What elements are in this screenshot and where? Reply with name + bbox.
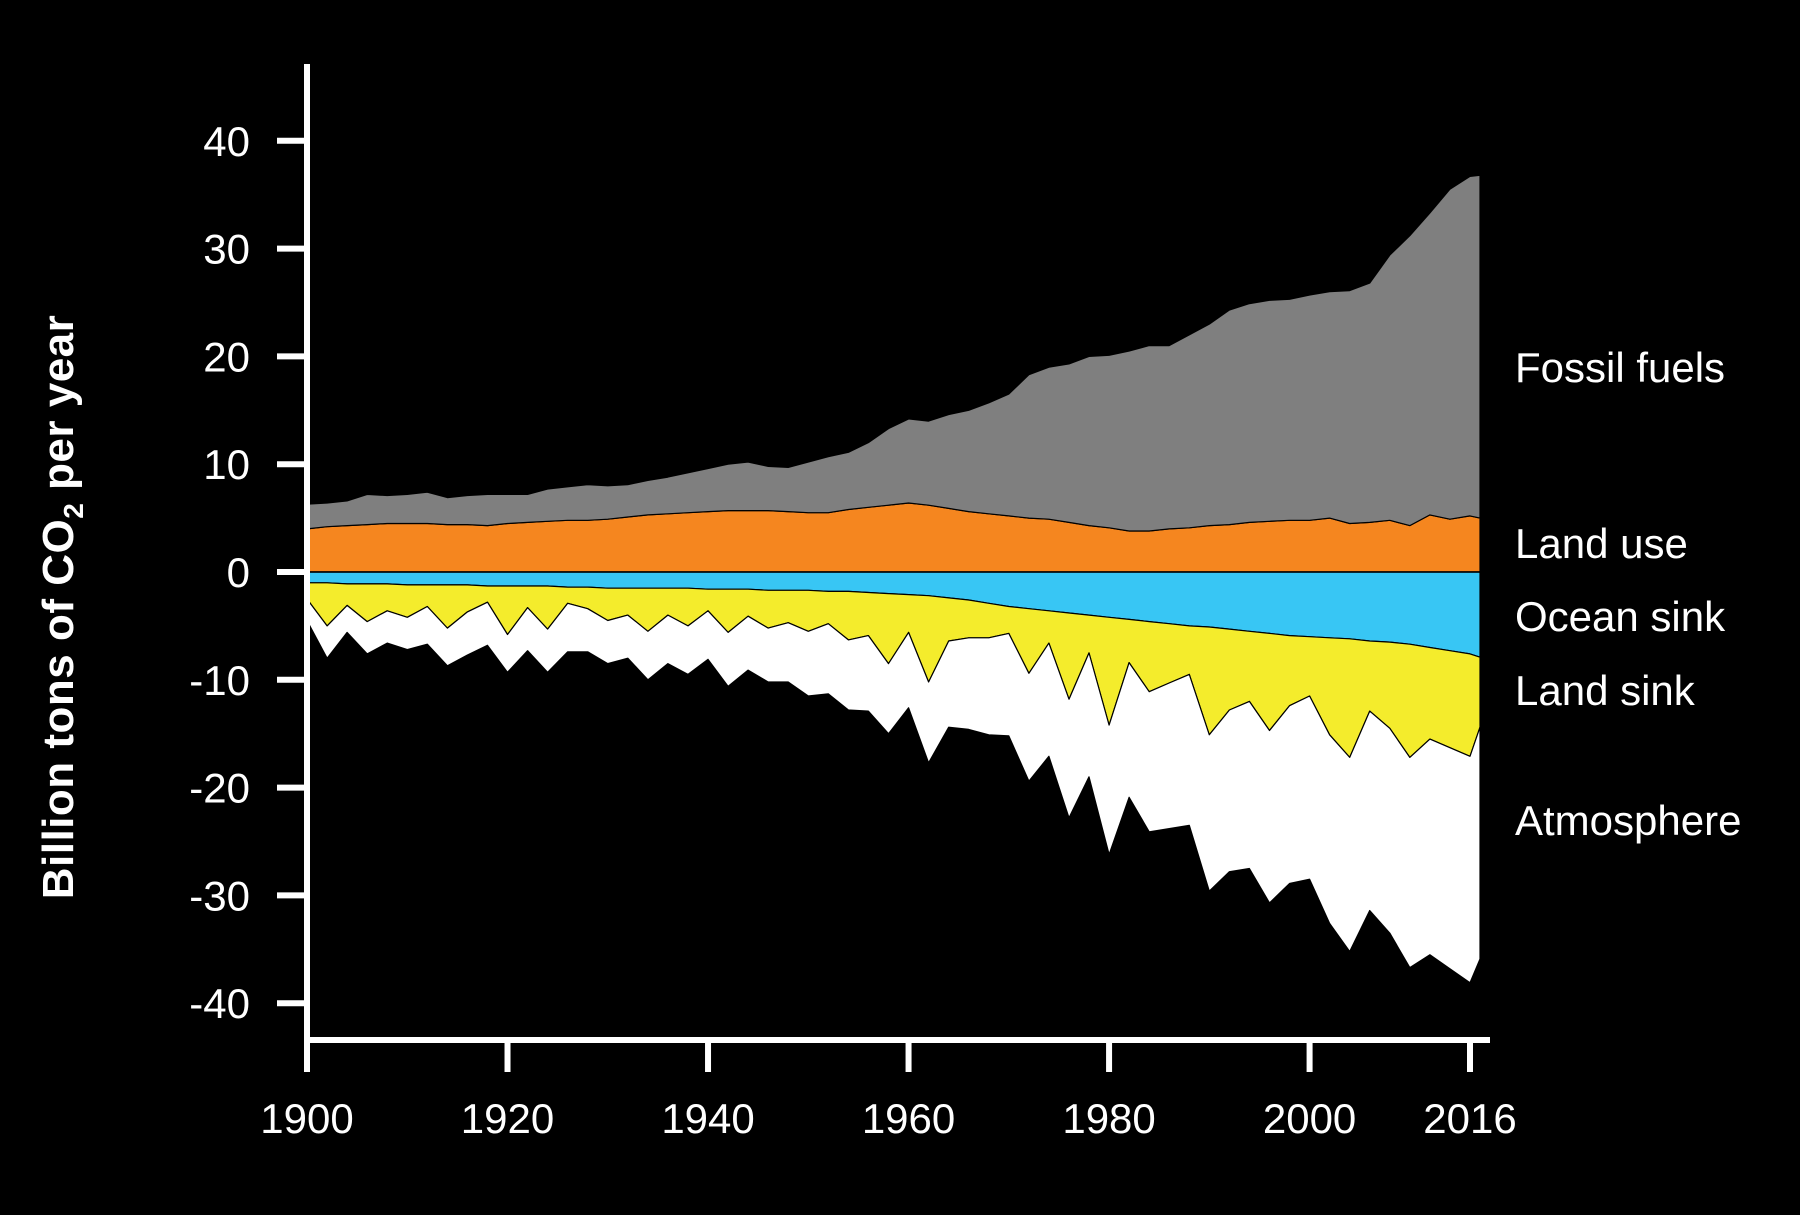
series-label-fossil-fuels: Fossil fuels [1515, 344, 1725, 391]
x-tick-label: 1920 [461, 1095, 554, 1142]
x-tick-label: 1900 [260, 1095, 353, 1142]
series-label-ocean-sink: Ocean sink [1515, 593, 1726, 640]
y-tick-label: 40 [203, 118, 250, 165]
y-axis-label: Billion tons of CO2 per year [34, 315, 90, 900]
area-atmosphere [306, 598, 1481, 984]
x-tick-label: 1940 [661, 1095, 754, 1142]
area-fossil-fuels [306, 174, 1481, 532]
x-tick-label: 1980 [1062, 1095, 1155, 1142]
series-label-atmosphere: Atmosphere [1515, 797, 1741, 844]
y-axis-label-main: Billion tons of CO [34, 518, 84, 900]
y-tick-label: 10 [203, 441, 250, 488]
x-tick-label: 1960 [862, 1095, 955, 1142]
y-tick-label: 20 [203, 333, 250, 380]
x-tick-label: 2016 [1423, 1095, 1516, 1142]
y-tick-label: -10 [189, 657, 250, 704]
y-tick-label: 0 [227, 549, 250, 596]
y-tick-label: 30 [203, 226, 250, 273]
y-tick-label: -20 [189, 765, 250, 812]
y-axis-label-sub: 2 [57, 502, 89, 519]
x-tick-label: 2000 [1263, 1095, 1356, 1142]
series-label-land-sink: Land sink [1515, 667, 1696, 714]
y-axis-label-suffix: per year [34, 314, 84, 503]
y-tick-label: -40 [189, 980, 250, 1027]
series-label-land-use: Land use [1515, 520, 1688, 567]
y-tick-label: -30 [189, 872, 250, 919]
